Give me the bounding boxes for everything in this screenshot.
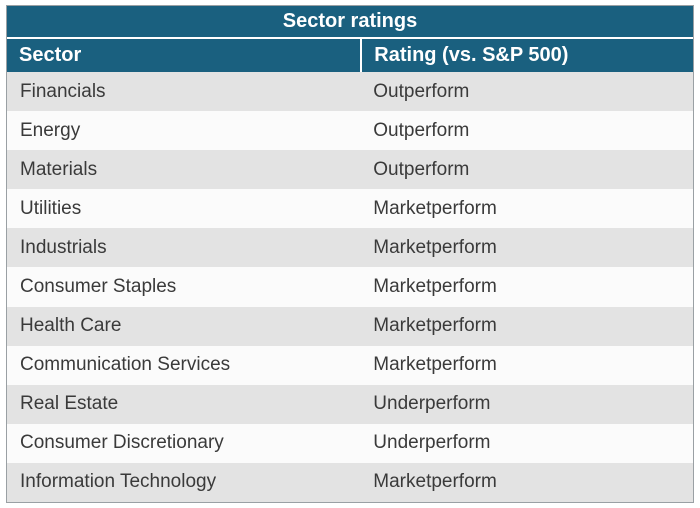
sector-cell: Industrials — [20, 236, 107, 258]
sector-cell: Information Technology — [20, 471, 217, 493]
rating-cell: Outperform — [373, 80, 470, 102]
table-row: Materials Outperform — [7, 150, 693, 190]
sector-cell: Real Estate — [20, 393, 119, 415]
table-body: Financials Outperform Energy Outperform … — [7, 72, 693, 502]
table-row: Consumer Discretionary Underperform — [7, 423, 693, 463]
table-row: Communication Services Marketperform — [7, 345, 693, 385]
rating-cell: Outperform — [373, 119, 470, 141]
rating-cell: Underperform — [373, 432, 491, 454]
table-header-row: Sector Rating (vs. S&P 500) — [7, 39, 693, 72]
table-row: Consumer Staples Marketperform — [7, 267, 693, 307]
table-row: Information Technology Marketperform — [7, 462, 693, 502]
table-row: Energy Outperform — [7, 111, 693, 151]
header-rating-label: Rating (vs. S&P 500) — [374, 44, 569, 66]
rating-cell: Marketperform — [373, 276, 497, 298]
sector-cell: Utilities — [20, 197, 82, 219]
table-title-text: Sector ratings — [282, 10, 418, 32]
table-row: Utilities Marketperform — [7, 189, 693, 229]
table-row: Real Estate Underperform — [7, 384, 693, 424]
header-sector-label: Sector — [19, 44, 82, 66]
rating-cell: Marketperform — [373, 236, 497, 258]
sector-cell: Energy — [20, 119, 81, 141]
table-title: Sector ratings — [7, 6, 693, 39]
sector-cell: Communication Services — [20, 354, 231, 376]
rating-cell: Marketperform — [373, 471, 497, 493]
sector-cell: Materials — [20, 158, 98, 180]
sector-cell: Health Care — [20, 315, 122, 337]
table-row: Health Care Marketperform — [7, 306, 693, 346]
sector-cell: Financials — [20, 80, 106, 102]
rating-cell: Marketperform — [373, 315, 497, 337]
sector-cell: Consumer Staples — [20, 276, 177, 298]
table-row: Financials Outperform — [7, 72, 693, 112]
rating-cell: Outperform — [373, 158, 470, 180]
sector-ratings-table: Sector ratings Sector Rating (vs. S&P 50… — [6, 5, 694, 503]
header-cell-rating: Rating (vs. S&P 500) — [360, 39, 693, 72]
rating-cell: Underperform — [373, 393, 491, 415]
sector-cell: Consumer Discretionary — [20, 432, 224, 454]
rating-cell: Marketperform — [373, 354, 497, 376]
header-cell-sector: Sector — [7, 39, 360, 72]
table-row: Industrials Marketperform — [7, 228, 693, 268]
rating-cell: Marketperform — [373, 197, 497, 219]
